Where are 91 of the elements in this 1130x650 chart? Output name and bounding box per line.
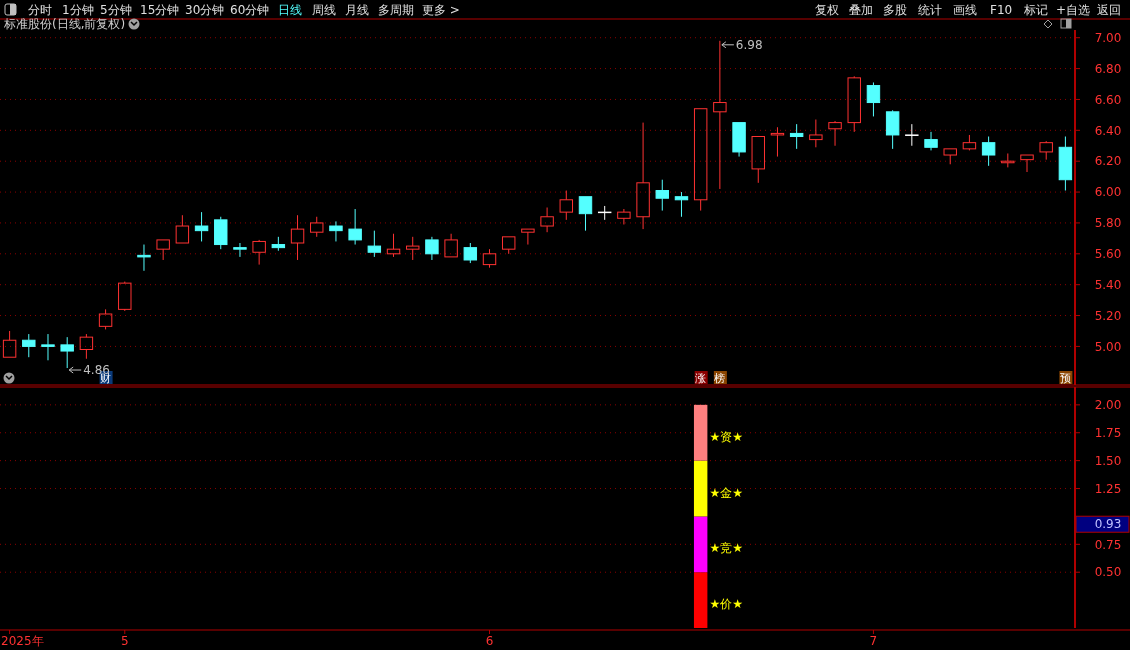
annotation: 涨: [695, 371, 707, 385]
candlestick: [847, 75, 861, 133]
candlestick: [732, 122, 746, 158]
candlestick: [194, 211, 209, 242]
y-tick-label: 5.60: [1094, 247, 1122, 261]
chart-title: 标准股份(日线,前复权): [3, 17, 126, 31]
candlestick: [540, 207, 554, 233]
text: 日线: [278, 3, 302, 17]
candlestick: [655, 179, 669, 212]
text: 30分钟: [185, 3, 225, 17]
candlestick: [290, 214, 305, 261]
y-tick-label: 1.25: [1094, 481, 1122, 496]
text: 复权: [815, 3, 839, 17]
y-tick-label: 5.80: [1094, 216, 1122, 231]
text: F10: [990, 3, 1013, 17]
x-tick-label: 5: [120, 634, 129, 648]
series-label: ★资★: [709, 429, 743, 444]
candlestick: [367, 230, 382, 258]
text: 返回: [1097, 3, 1121, 17]
y-tick-label: 6.80: [1094, 61, 1122, 76]
text: +自选: [1056, 3, 1091, 17]
y-tick-label: 1.50: [1094, 453, 1122, 468]
candlestick: [22, 333, 36, 358]
series-label: ★金★: [709, 485, 743, 500]
candlestick: [329, 220, 343, 242]
candlestick: [905, 123, 919, 147]
text: 多周期: [378, 3, 414, 17]
text: 0.93: [1094, 517, 1122, 532]
y-tick-label: 2.00: [1094, 398, 1122, 413]
text: 月线: [345, 3, 369, 17]
text: 60分钟: [230, 3, 270, 17]
text: 标记: [1023, 3, 1048, 17]
y-tick-label: 6.00: [1094, 185, 1122, 200]
candlestick: [521, 228, 535, 246]
y-tick-label: 0.50: [1094, 565, 1122, 580]
annotation: 榜: [714, 371, 726, 385]
text: 分时: [28, 3, 52, 17]
y-tick-label: 6.60: [1094, 92, 1122, 107]
text: 5分钟: [100, 3, 132, 17]
candlestick: [636, 122, 650, 230]
candlestick: [2, 330, 17, 358]
y-tick-label: 5.00: [1094, 339, 1122, 354]
y-tick-label: 5.40: [1094, 277, 1122, 292]
candlestick: [271, 236, 286, 252]
text: 周线: [312, 3, 336, 17]
candlestick: [809, 119, 823, 148]
x-tick-label: 6: [485, 634, 494, 648]
candlestick: [137, 244, 151, 272]
candlestick: [348, 208, 362, 246]
series-label: ★价★: [709, 597, 743, 612]
candlestick: [693, 108, 708, 212]
text: 1分钟: [62, 3, 94, 17]
candlestick: [713, 40, 727, 190]
x-tick-label: 7: [869, 634, 878, 648]
y-tick-label: 0.75: [1094, 537, 1122, 552]
candlestick: [41, 333, 55, 361]
candlestick: [156, 239, 170, 261]
x-tick-label: 2025年: [1, 634, 44, 648]
y-tick-label: 6.20: [1094, 154, 1122, 169]
candlestick: [425, 236, 439, 261]
text: 15分钟: [140, 3, 180, 17]
candlestick: [866, 81, 881, 117]
annotation: 预: [1059, 371, 1071, 385]
text: 叠加: [849, 3, 873, 17]
candlestick: [924, 131, 938, 151]
annotation: 6.98: [735, 38, 763, 52]
text: 多股: [883, 3, 907, 17]
candlestick: [1001, 152, 1015, 168]
candlestick: [233, 242, 247, 258]
series-label: ★竞★: [709, 541, 743, 556]
candlestick: [175, 214, 190, 244]
candlestick: [789, 123, 804, 150]
candlestick: [386, 233, 401, 258]
text: 更多 >: [422, 3, 460, 17]
candlestick: [885, 109, 900, 150]
y-tick-label: 6.40: [1094, 123, 1122, 138]
text: 统计: [918, 3, 942, 17]
candlestick: [60, 336, 74, 369]
candlestick: [79, 333, 94, 360]
candlestick: [770, 126, 785, 158]
y-tick-label: 5.20: [1094, 308, 1122, 323]
y-tick-label: 1.75: [1094, 425, 1122, 440]
candlestick: [578, 196, 593, 232]
candlestick: [1058, 136, 1073, 192]
y-tick-label: 7.00: [1094, 30, 1122, 45]
candlestick: [617, 208, 631, 225]
candlestick: [674, 191, 689, 218]
candlestick: [252, 239, 266, 266]
candlestick: [406, 236, 420, 261]
text: 画线: [953, 3, 977, 17]
candlestick: [444, 233, 458, 258]
